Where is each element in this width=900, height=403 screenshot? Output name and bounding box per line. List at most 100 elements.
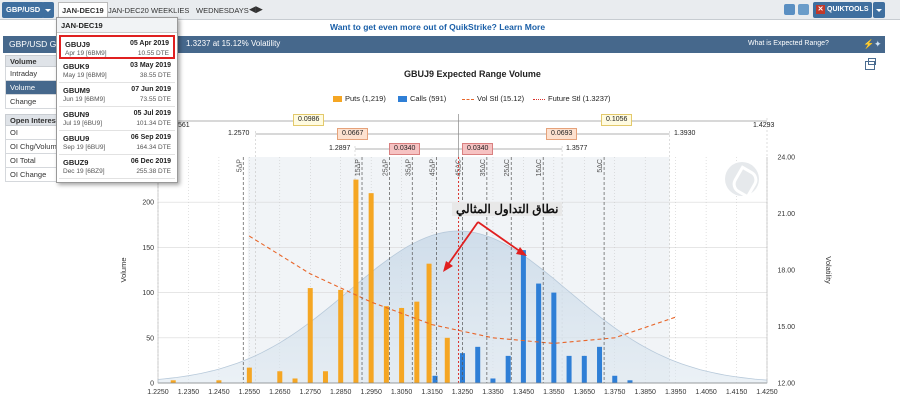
delta-label: 15ΔP xyxy=(355,159,362,176)
symbol-dropdown-arrow-icon[interactable] xyxy=(42,2,54,18)
quikstrike-watermark-logo xyxy=(725,162,759,196)
tab-scroll-arrows-icon[interactable]: ◀▶ xyxy=(249,4,263,14)
x-tick-label: 1.4050 xyxy=(695,389,717,396)
expiry-option-gbuj9[interactable]: GBUJ9 05 Apr 2019 Apr 19 [6BM9] 10.55 DTE xyxy=(59,35,175,59)
x-tick-label: 1.4250 xyxy=(756,389,778,396)
put-volume-bar[interactable] xyxy=(444,337,450,383)
x-tick-label: 1.3150 xyxy=(421,389,443,396)
expiry-code: GBUN9 xyxy=(63,110,90,119)
expiry-option-gbuu9[interactable]: GBUU9 06 Sep 2019 Sep 19 [6BU9] 164.34 DTE xyxy=(59,131,175,155)
expiry-option-gbuz9[interactable]: GBUZ9 06 Dec 2019 Dec 19 [6BZ9] 255.38 DTE xyxy=(59,155,175,179)
x-tick-label: 1.3050 xyxy=(391,389,413,396)
settings-tool-icon[interactable] xyxy=(798,4,809,15)
x-tick-label: 1.3250 xyxy=(452,389,474,396)
expiry-date: 03 May 2019 xyxy=(130,62,171,69)
chart-title: GBUJ9 Expected Range Volume xyxy=(404,69,541,79)
expiry-month: Sep 19 [6BU9] xyxy=(63,144,106,151)
call-volume-bar[interactable] xyxy=(566,355,572,383)
put-volume-bar[interactable] xyxy=(383,306,389,383)
call-volume-bar[interactable] xyxy=(597,346,603,383)
put-volume-bar[interactable] xyxy=(426,263,432,383)
x-tick-label: 1.4150 xyxy=(726,389,748,396)
call-volume-bar[interactable] xyxy=(490,378,496,383)
legend-future[interactable]: Future Stl (1.3237) xyxy=(533,94,611,104)
legend-vol[interactable]: Vol Stl (15.12) xyxy=(462,94,524,104)
put-volume-bar[interactable] xyxy=(307,288,313,383)
put-volume-bar[interactable] xyxy=(170,380,176,383)
expiry-code: GBUK9 xyxy=(63,62,90,71)
call-volume-bar[interactable] xyxy=(520,250,526,383)
put-volume-bar[interactable] xyxy=(322,371,328,383)
quiktools-dropdown-arrow-icon[interactable] xyxy=(873,2,885,18)
legend-future-line xyxy=(533,98,545,100)
expected-range-help-link[interactable]: What is Expected Range? xyxy=(748,40,829,47)
legend-calls[interactable]: Calls (591) xyxy=(398,94,446,104)
expiry-date: 05 Apr 2019 xyxy=(129,40,169,47)
expiry-dropdown: JAN-DEC19 GBUJ9 05 Apr 2019 Apr 19 [6BM9] 1… xyxy=(56,17,178,183)
expiry-code: GBUM9 xyxy=(63,86,91,95)
range-box-2-right: 0.0693 xyxy=(546,128,578,140)
promo-link[interactable]: Want to get even more out of QuikStrike?… xyxy=(330,22,546,32)
y2-axis-label: Volatility xyxy=(824,256,833,284)
legend-calls-label: Calls (591) xyxy=(410,94,447,103)
delta-label: 45ΔP xyxy=(430,159,437,176)
expiry-code: GBUU9 xyxy=(63,134,90,143)
put-volume-bar[interactable] xyxy=(338,289,344,383)
twitter-icon[interactable]: ✦ xyxy=(874,39,882,49)
expiry-option-gbun9[interactable]: GBUN9 05 Jul 2019 Jul 19 [6BU9] 101.34 DTE xyxy=(59,107,175,131)
delta-label: 15ΔC xyxy=(536,159,543,177)
put-volume-bar[interactable] xyxy=(414,301,420,383)
put-volume-bar[interactable] xyxy=(399,307,405,383)
symbol-selector-button[interactable]: GBP/USD xyxy=(2,2,45,18)
legend-puts-label: Puts (1,219) xyxy=(345,94,386,103)
range-box-3-left: 0.0340 xyxy=(389,143,421,155)
call-volume-bar[interactable] xyxy=(505,355,511,383)
page-title: GBP/USD G xyxy=(9,39,57,49)
annotation-arrow-left xyxy=(446,221,479,267)
expiry-option-gbum9[interactable]: GBUM9 07 Jun 2019 Jun 19 [6BM9] 73.55 DTE xyxy=(59,83,175,107)
annotation-ideal-range: نطاق التداول المثالي xyxy=(452,202,563,216)
x-tick-label: 1.3550 xyxy=(543,389,565,396)
call-volume-bar[interactable] xyxy=(612,375,618,383)
y2-tick-label: 18.00 xyxy=(777,268,795,275)
delta-label: 35ΔC xyxy=(480,159,487,177)
share-icon[interactable]: ⚡ xyxy=(863,39,875,49)
tab-jan-dec20[interactable]: JAN-DEC20 xyxy=(108,6,149,15)
put-volume-bar[interactable] xyxy=(353,179,359,383)
delta-label: 25ΔC xyxy=(504,159,511,177)
tab-weeklies[interactable]: WEEKLIES xyxy=(151,6,190,15)
restore-window-icon[interactable] xyxy=(865,58,876,70)
quiktools-button[interactable]: ✕ QUIKTOOLS xyxy=(813,2,873,18)
y2-tick-label: 15.00 xyxy=(777,324,795,331)
call-volume-bar[interactable] xyxy=(627,380,633,383)
put-volume-bar[interactable] xyxy=(292,378,298,383)
y-tick-label: 150 xyxy=(142,245,154,252)
tab-wednesdays[interactable]: WEDNESDAYS xyxy=(196,6,249,15)
call-volume-bar[interactable] xyxy=(551,292,557,383)
expiry-code: GBUZ9 xyxy=(63,158,89,167)
legend-calls-swatch xyxy=(398,96,407,103)
put-volume-bar[interactable] xyxy=(368,193,374,383)
legend-vol-line xyxy=(462,98,474,100)
call-volume-bar[interactable] xyxy=(581,355,587,383)
price-volatility-info: 1.3237 at 15.12% Volatility xyxy=(186,39,281,48)
legend-puts[interactable]: Puts (1,219) xyxy=(333,94,386,104)
y2-tick-label: 24.00 xyxy=(777,155,795,162)
delta-label: 5ΔP xyxy=(236,159,243,173)
expiry-dte: 73.55 DTE xyxy=(139,96,171,103)
call-volume-bar[interactable] xyxy=(536,283,542,383)
range-level-1: 561 xyxy=(178,122,190,129)
chart-tool-icon[interactable] xyxy=(784,4,795,15)
put-volume-bar[interactable] xyxy=(277,371,283,383)
x-tick-label: 1.2950 xyxy=(360,389,382,396)
x-tick-label: 1.2250 xyxy=(147,389,169,396)
put-volume-bar[interactable] xyxy=(216,380,222,383)
expiry-date: 07 Jun 2019 xyxy=(131,86,171,93)
call-volume-bar[interactable] xyxy=(432,375,438,383)
expiry-date: 06 Dec 2019 xyxy=(130,158,171,165)
call-volume-bar[interactable] xyxy=(475,346,481,383)
legend-future-label: Future Stl (1.3237) xyxy=(548,94,611,103)
expiry-option-gbuk9[interactable]: GBUK9 03 May 2019 May 19 [6BM9] 38.55 DTE xyxy=(59,59,175,83)
tab-jan-dec19[interactable]: JAN-DEC19 xyxy=(58,2,108,20)
put-volume-bar[interactable] xyxy=(246,367,252,383)
